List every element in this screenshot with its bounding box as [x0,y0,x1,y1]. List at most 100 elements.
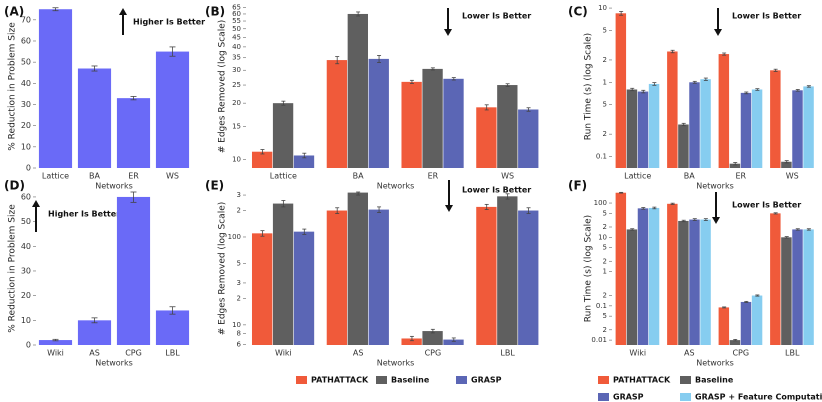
y-tick-label: 10 [232,155,241,163]
legend-label: GRASP + Feature Computation [695,393,822,402]
bar [718,54,730,169]
bar [272,203,294,345]
x-tick-label: BA [684,172,695,181]
y-tick-label: 5 [237,259,241,267]
x-tick-label: ER [735,172,746,181]
x-axis-label: Networks [377,182,415,191]
bar [689,82,700,168]
y-tick-label: 20 [21,291,31,300]
x-tick-label: CPG [732,349,749,358]
y-axis-label: # Edges Removed (log Scale) [218,20,228,154]
bar [637,91,649,168]
x-tick-label: Wiki [629,349,646,358]
y-tick-label: 2 [603,223,607,231]
bar [729,340,741,345]
y-tick-label: 8 [237,329,241,337]
y-tick-label: 10 [598,233,607,241]
bar [803,86,814,168]
legend-label: PATHATTACK [613,376,671,385]
x-tick-label: BA [353,172,364,181]
y-tick-label: 20 [21,121,31,130]
bar [497,196,518,345]
bar [626,89,638,168]
bar [751,295,763,345]
annotation: Lower Is Better [732,12,801,21]
annotation: Lower Is Better [462,186,531,195]
y-tick-label: 3 [237,191,241,199]
legend-label: GRASP [613,393,644,402]
y-tick-label: 5 [603,26,607,34]
y-tick-label: 55 [232,17,241,25]
legend-swatch [680,393,691,401]
x-tick-label: WS [166,172,179,181]
bar [518,210,539,345]
x-tick-label: LBL [165,349,180,358]
bar [368,209,389,345]
bar [116,98,151,168]
x-tick-label: BA [89,172,100,181]
x-tick-label: AS [353,349,364,358]
bar [422,68,443,168]
arrow-head [32,200,40,207]
legend-swatch [296,376,307,384]
y-tick-label: 50 [21,217,31,226]
annotation: Higher Is Better [48,210,120,219]
bar [678,124,689,168]
y-tick-label: 1 [603,78,607,86]
arrow-head [444,29,452,36]
y-tick-label: 40 [21,79,31,88]
bar [803,229,814,345]
y-tick-label: 2 [603,257,607,265]
bar [251,233,273,345]
legend-label: Baseline [391,376,430,385]
y-axis-label: # Edges Removed (log Scale) [218,202,228,336]
bar [77,68,112,168]
y-tick-label: 2 [237,207,241,215]
bar [422,331,443,345]
legend-label: Baseline [695,376,734,385]
y-tick-label: 35 [232,54,241,62]
bar [648,207,660,345]
bar [476,206,497,345]
x-tick-label: LBL [500,349,515,358]
y-axis-label: Run Time (s) (log Scale) [584,215,594,322]
bar [781,237,792,345]
bar [155,51,190,169]
panel-label: (C) [568,5,588,19]
y-tick-label: 40 [232,43,241,51]
bar [792,90,803,168]
bar [678,220,689,345]
bar [38,340,73,345]
y-tick-label: 6 [237,340,242,348]
bar [740,92,752,168]
y-tick-label: 10 [232,321,241,329]
bar [700,219,711,345]
legend-swatch [376,376,387,384]
y-tick-label: 5 [603,312,607,320]
bar [368,58,389,169]
bar [401,338,422,345]
y-tick-label: 0 [26,341,31,350]
y-tick-label: 45 [232,33,241,41]
x-tick-label: Lattice [624,172,651,181]
panel-label: (A) [4,5,24,19]
bar [293,155,315,168]
bar [293,231,315,345]
y-tick-label: 10 [598,4,607,12]
y-tick-label: 60 [21,192,31,201]
x-axis-label: Networks [95,359,133,368]
panel-label: (E) [205,179,224,193]
bar [637,208,649,345]
bar [615,192,627,345]
legend-swatch [598,393,609,401]
y-axis-label: Run Time (s) (log Scale) [584,33,594,140]
y-tick-label: 70 [21,15,31,24]
bar [116,196,151,345]
legend-swatch [598,376,609,384]
y-tick-label: 2 [603,292,607,300]
x-tick-label: ER [128,172,139,181]
y-tick-label: 2 [237,294,241,302]
bar [781,161,792,168]
y-axis-label: % Reduction in Problem Size [8,22,18,151]
bar [770,70,781,168]
